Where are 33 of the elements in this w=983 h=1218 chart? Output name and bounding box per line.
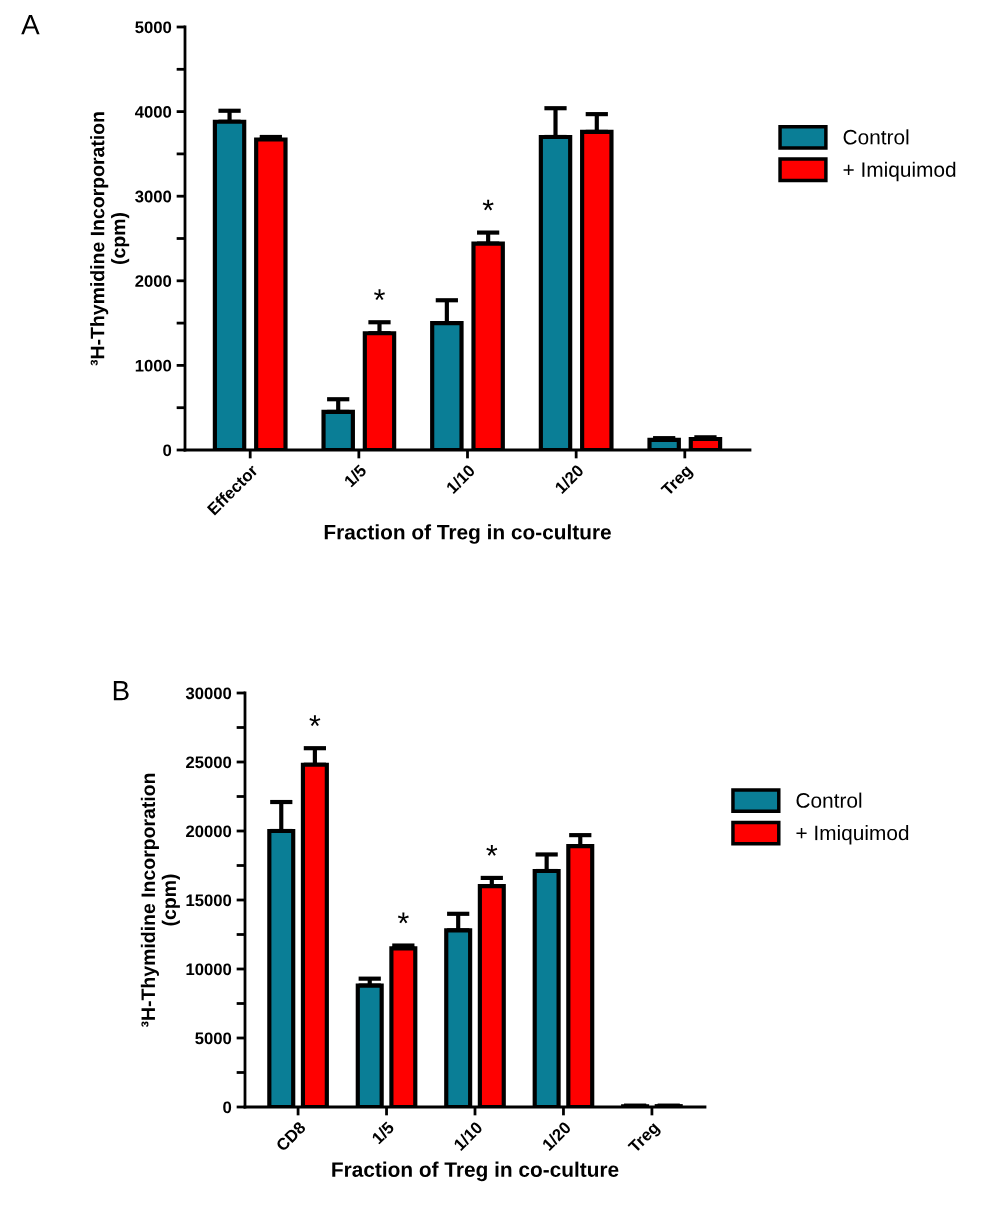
y-tick-label: 5000 [135, 21, 172, 34]
y-tick-label: 30000 [185, 687, 232, 700]
y-tick-label: 2000 [135, 275, 172, 287]
y-axis-title: ³H-Thymidine Incorporation (cpm) [90, 112, 130, 366]
data-label: * [309, 715, 321, 727]
y-tick-label: 20000 [186, 825, 232, 838]
x-tick-label: CD8 [275, 1120, 307, 1152]
chart-title: A [21, 15, 40, 35]
data-label: * [397, 912, 409, 924]
legend-label: + Imiquimod [843, 161, 956, 182]
x-axis-title: Fraction of Treg in co-culture [332, 1161, 619, 1182]
x-tick-label: 1/5 [370, 1120, 395, 1145]
data-label: * [486, 845, 498, 856]
data-label: * [374, 289, 385, 301]
y-tick-label: 0 [223, 1101, 232, 1114]
x-tick-label: Treg [627, 1121, 663, 1156]
y-tick-label: 25000 [186, 756, 232, 769]
x-tick-label: Treg [660, 464, 696, 499]
x-tick-label: 1/5 [343, 463, 368, 488]
legend-label: Control [843, 129, 909, 145]
y-tick-label: 15000 [186, 894, 232, 907]
y-tick-label: 4000 [134, 106, 172, 118]
legend-label: + Imiquimod [796, 825, 909, 845]
legend-label: Control [796, 792, 862, 808]
x-axis-title: Fraction of Treg in co-culture [324, 524, 611, 544]
y-tick-label: 5000 [195, 1032, 232, 1045]
chart-title: B [113, 681, 129, 701]
y-tick-label: 3000 [135, 190, 172, 203]
y-axis-title: ³H-Thymidine Incorporation (cpm) [140, 773, 180, 1028]
y-tick-label: 10000 [186, 963, 232, 976]
y-tick-label: 1000 [135, 359, 172, 372]
data-label: * [482, 199, 494, 211]
y-tick-label: 0 [163, 444, 172, 457]
